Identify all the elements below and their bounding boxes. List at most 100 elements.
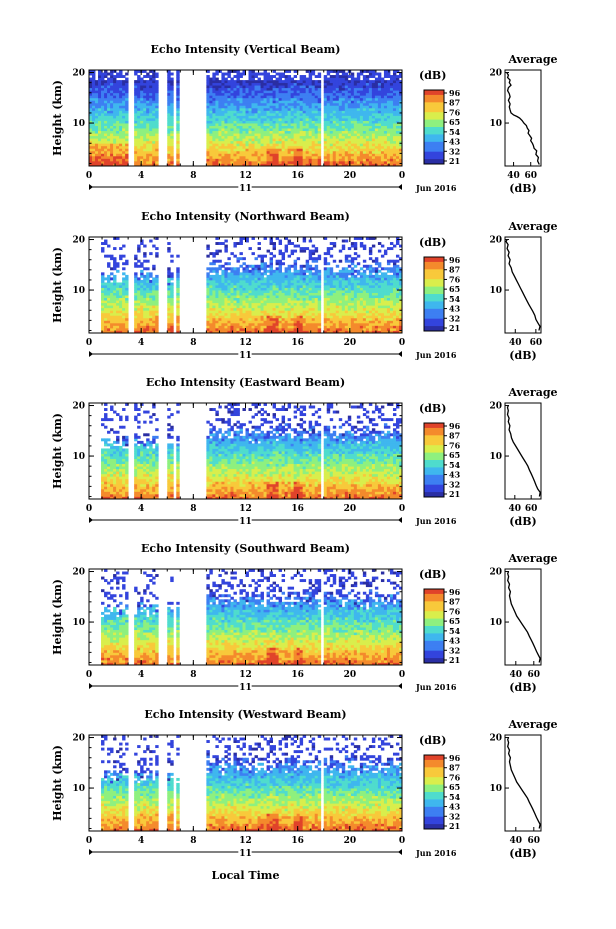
heatmap-cell bbox=[242, 317, 246, 321]
colorbar-swatch bbox=[424, 159, 444, 162]
heatmap-cell bbox=[176, 287, 180, 291]
heatmap-cell bbox=[281, 107, 286, 111]
heatmap-cell bbox=[326, 155, 331, 159]
heatmap-cell bbox=[110, 285, 114, 288]
heatmap-cell bbox=[260, 279, 264, 283]
heatmap-cell bbox=[359, 145, 364, 149]
heatmap-cell bbox=[233, 327, 237, 331]
colorbar-swatch bbox=[424, 161, 444, 165]
heatmap-cell bbox=[107, 320, 111, 324]
heatmap-cell bbox=[119, 102, 123, 106]
heatmap-cell bbox=[311, 305, 316, 309]
heatmap-cell bbox=[209, 279, 213, 283]
heatmap-cell bbox=[398, 102, 403, 106]
heatmap-cell bbox=[233, 163, 237, 167]
heatmap-cell bbox=[338, 100, 343, 104]
heatmap-cell bbox=[362, 105, 367, 109]
heatmap-cell bbox=[107, 285, 111, 288]
heatmap-cell bbox=[287, 125, 292, 129]
heatmap-cell bbox=[383, 158, 388, 162]
heatmap-cell bbox=[329, 163, 334, 167]
heatmap-cell bbox=[269, 158, 273, 162]
heatmap-cell bbox=[101, 249, 105, 253]
heatmap-cell bbox=[167, 87, 171, 91]
heatmap-cell bbox=[299, 77, 304, 81]
heatmap-cell bbox=[323, 118, 328, 121]
heatmap-cell bbox=[98, 128, 102, 132]
heatmap-cell bbox=[101, 125, 105, 129]
heatmap-cell bbox=[206, 302, 210, 306]
heatmap-cell bbox=[380, 123, 385, 126]
profile-y-tick-label: 10 bbox=[489, 119, 502, 129]
heatmap-cell bbox=[137, 120, 141, 124]
heatmap-cell bbox=[245, 125, 249, 129]
heatmap-cell bbox=[386, 118, 391, 121]
heatmap-cell bbox=[332, 105, 337, 109]
heatmap-cell bbox=[119, 72, 123, 76]
heatmap-cell bbox=[299, 292, 304, 296]
heatmap-cell bbox=[314, 133, 319, 137]
heatmap-cell bbox=[206, 327, 210, 331]
heatmap-cell bbox=[236, 315, 240, 319]
heatmap-cell bbox=[386, 107, 391, 111]
heatmap-cell bbox=[125, 317, 129, 321]
heatmap-cell bbox=[95, 133, 99, 137]
heatmap-cell bbox=[314, 274, 319, 278]
heatmap-cell bbox=[206, 145, 210, 149]
heatmap-cell bbox=[167, 163, 171, 167]
heatmap-cell bbox=[341, 128, 346, 132]
heatmap-cell bbox=[386, 82, 391, 86]
heatmap-cell bbox=[305, 310, 310, 314]
heatmap-cell bbox=[206, 295, 210, 299]
heatmap-cell bbox=[137, 244, 141, 248]
heatmap-cell bbox=[176, 125, 180, 129]
heatmap-cell bbox=[398, 160, 403, 164]
heatmap-cell bbox=[272, 163, 276, 167]
heatmap-cell bbox=[146, 123, 150, 126]
heatmap-cell bbox=[365, 118, 370, 121]
heatmap-cell bbox=[290, 130, 295, 134]
heatmap-cell bbox=[167, 148, 171, 152]
heatmap-cell bbox=[242, 105, 246, 109]
heatmap-cell bbox=[206, 274, 210, 278]
heatmap-cell bbox=[248, 297, 252, 301]
heatmap-cell bbox=[311, 100, 316, 104]
heatmap-cell bbox=[209, 77, 213, 81]
heatmap-cell bbox=[380, 82, 385, 86]
heatmap-cell bbox=[167, 292, 171, 296]
heatmap-cell bbox=[95, 145, 99, 149]
heatmap-cell bbox=[146, 322, 150, 326]
heatmap-cell bbox=[134, 125, 138, 129]
heatmap-cell bbox=[344, 95, 349, 99]
heatmap-cell bbox=[344, 72, 349, 76]
heatmap-cell bbox=[167, 150, 171, 154]
heatmap-cell bbox=[236, 118, 240, 121]
heatmap-cell bbox=[260, 307, 264, 311]
heatmap-cell bbox=[149, 330, 153, 334]
heatmap-cell bbox=[314, 290, 319, 293]
heatmap-cell bbox=[221, 110, 225, 114]
heatmap-cell bbox=[287, 279, 292, 283]
heatmap-cell bbox=[236, 160, 240, 164]
heatmap-cell bbox=[245, 107, 249, 111]
heatmap-cell bbox=[167, 327, 171, 331]
heatmap-cell bbox=[101, 290, 105, 293]
heatmap-cell bbox=[293, 274, 298, 278]
heatmap-cell bbox=[251, 77, 255, 81]
heatmap-cell bbox=[116, 115, 120, 119]
heatmap-cell bbox=[143, 80, 147, 84]
heatmap-cell bbox=[152, 125, 156, 129]
heatmap-cell bbox=[260, 295, 264, 299]
heatmap-cell bbox=[287, 163, 292, 167]
heatmap-cell bbox=[287, 330, 292, 334]
heatmap-cell bbox=[170, 112, 174, 116]
heatmap-cell bbox=[293, 140, 298, 144]
heatmap-cell bbox=[134, 133, 138, 137]
heatmap-cell bbox=[236, 272, 240, 276]
heatmap-cell bbox=[335, 82, 340, 86]
heatmap-cell bbox=[239, 115, 243, 119]
heatmap-cell bbox=[257, 138, 261, 142]
heatmap-cell bbox=[239, 158, 243, 162]
heatmap-cell bbox=[218, 120, 222, 124]
heatmap-cell bbox=[350, 75, 355, 78]
